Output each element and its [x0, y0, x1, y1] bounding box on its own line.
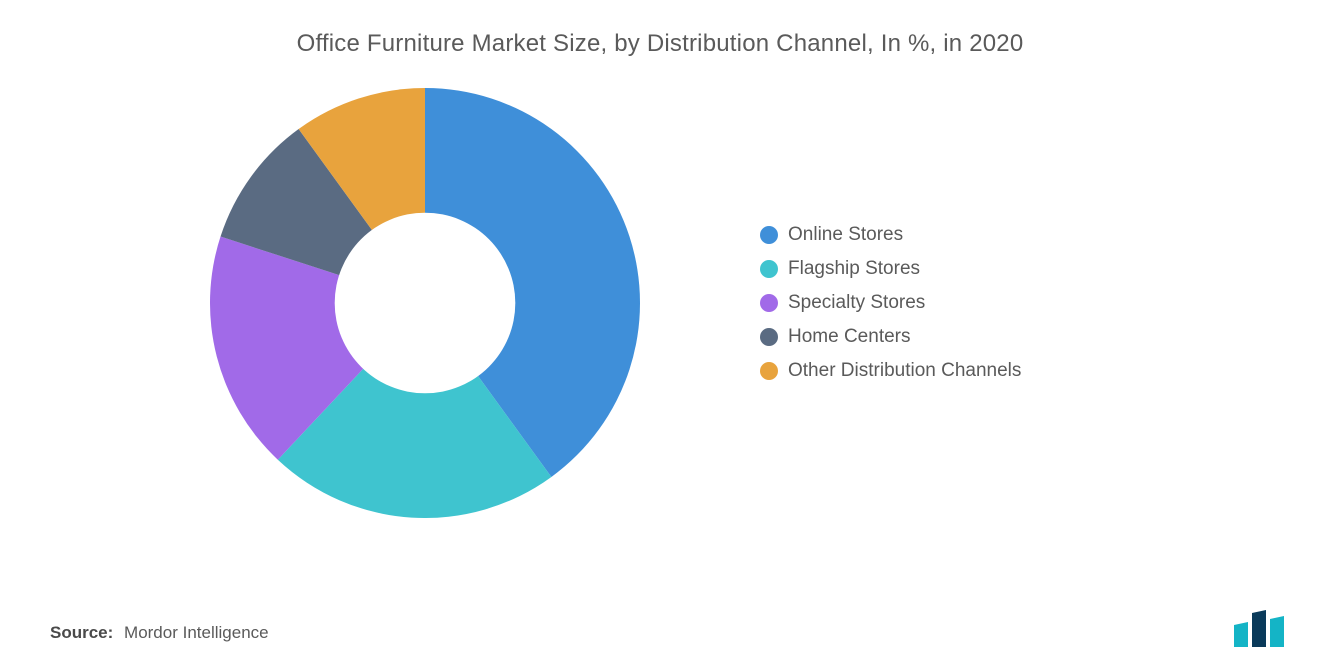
mordor-logo-icon: [1234, 607, 1290, 647]
legend-swatch-icon: [760, 294, 778, 312]
legend-label: Flagship Stores: [788, 258, 920, 280]
source-label: Source:: [50, 623, 113, 642]
legend-item: Online Stores: [760, 224, 1021, 246]
legend-swatch-icon: [760, 328, 778, 346]
legend-item: Home Centers: [760, 326, 1021, 348]
legend-item: Specialty Stores: [760, 292, 1021, 314]
chart-source: Source: Mordor Intelligence: [50, 623, 269, 643]
source-text: Mordor Intelligence: [124, 623, 269, 642]
legend-label: Home Centers: [788, 326, 911, 348]
chart-page: Office Furniture Market Size, by Distrib…: [0, 0, 1320, 665]
legend-item: Flagship Stores: [760, 258, 1021, 280]
legend-swatch-icon: [760, 260, 778, 278]
legend-swatch-icon: [760, 226, 778, 244]
donut-hole: [335, 213, 516, 394]
legend-item: Other Distribution Channels: [760, 360, 1021, 382]
chart-legend: Online Stores Flagship Stores Specialty St…: [760, 224, 1021, 382]
legend-label: Specialty Stores: [788, 292, 925, 314]
legend-label: Online Stores: [788, 224, 903, 246]
chart-title: Office Furniture Market Size, by Distrib…: [50, 30, 1270, 58]
chart-body: Online Stores Flagship Stores Specialty St…: [50, 88, 1270, 518]
logo-bar: [1234, 622, 1248, 647]
donut-chart: [210, 88, 640, 518]
logo-bar: [1252, 610, 1266, 647]
logo-bar: [1270, 616, 1284, 647]
legend-swatch-icon: [760, 362, 778, 380]
legend-label: Other Distribution Channels: [788, 360, 1021, 382]
donut-svg: [210, 88, 640, 518]
